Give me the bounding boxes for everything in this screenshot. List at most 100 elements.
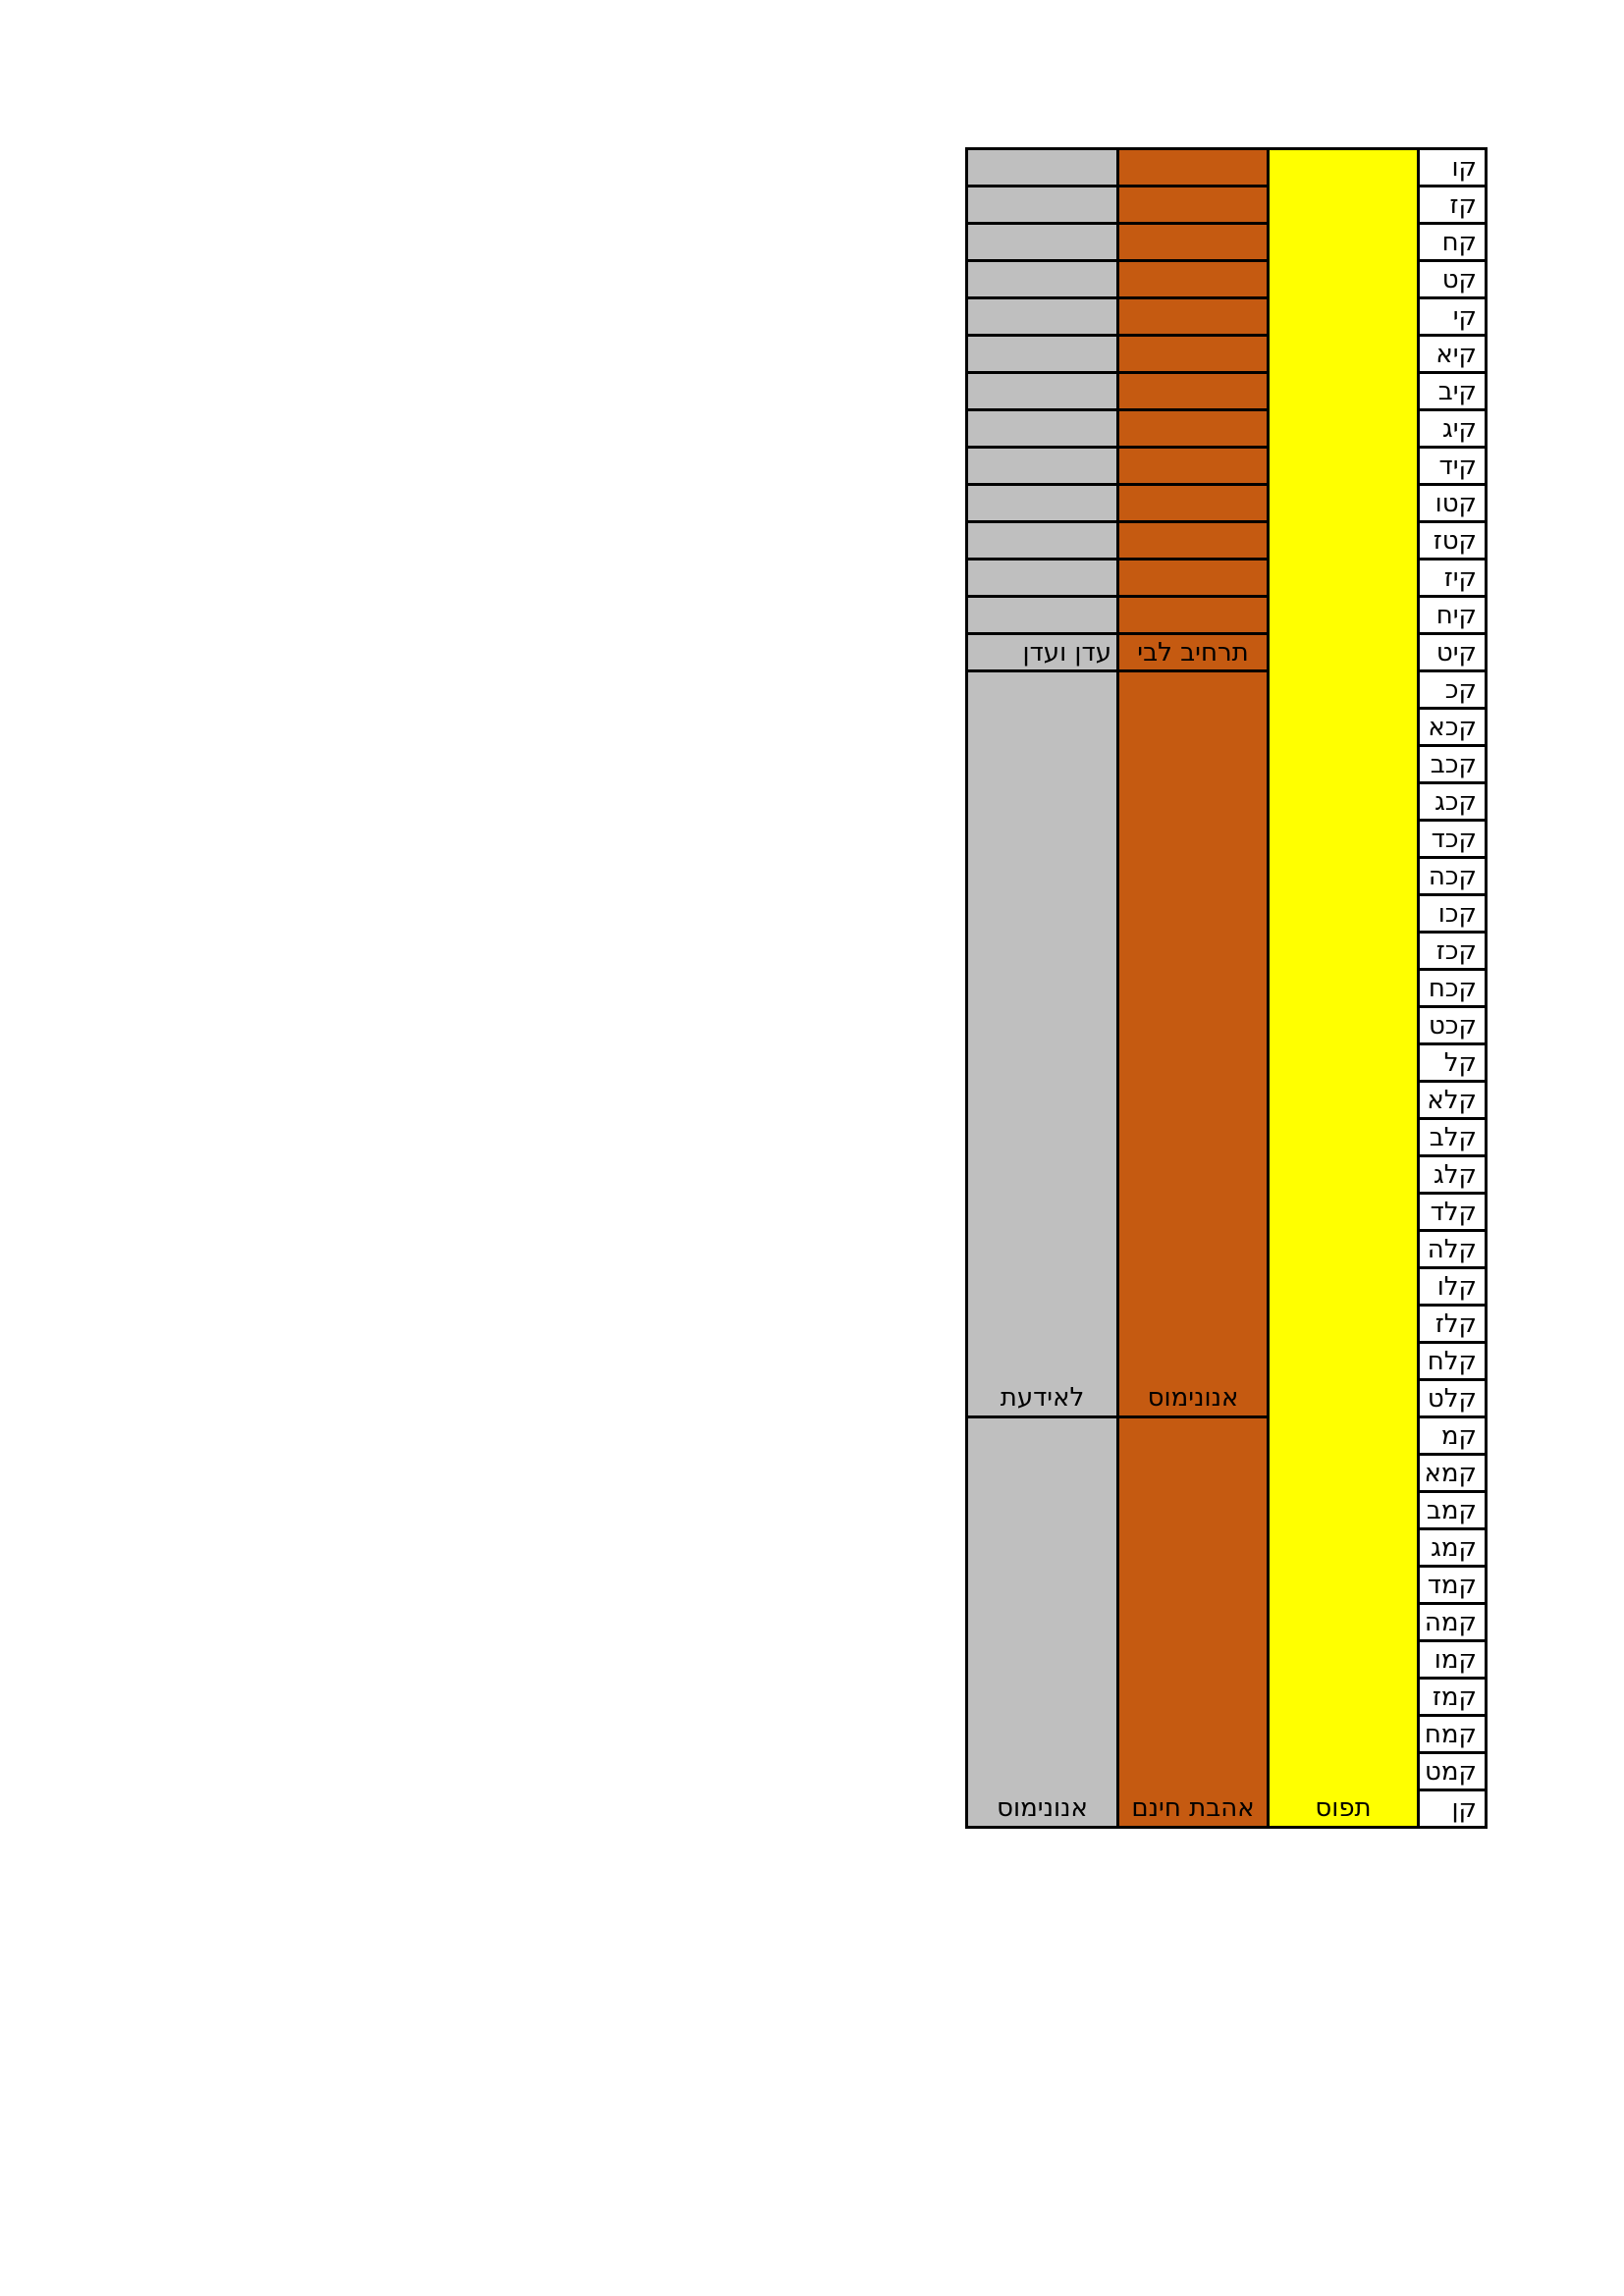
cell-label: קיז [1443, 562, 1477, 593]
orange-name-column-cell[interactable] [1119, 225, 1267, 259]
gray-name-column-cell[interactable] [968, 337, 1116, 371]
psalm-number-cell[interactable]: קלח [1420, 1344, 1485, 1378]
gray-name-column-cell[interactable] [968, 374, 1116, 408]
orange-name-column-cell[interactable] [1119, 449, 1267, 483]
cell-label: קכב [1430, 749, 1477, 779]
cell-label: קכז [1435, 935, 1477, 966]
orange-name-column-cell[interactable] [1119, 337, 1267, 371]
orange-name-column-cell[interactable] [1119, 523, 1267, 558]
gray-name-column-cell[interactable]: אנונימוס [968, 1418, 1116, 1826]
psalm-number-cell[interactable]: קכא [1420, 710, 1485, 744]
psalm-number-cell[interactable]: קי [1420, 299, 1485, 334]
cell-label: קמב [1426, 1495, 1477, 1525]
cell-label: אהבת חינם [1131, 1793, 1255, 1823]
psalm-number-cell[interactable]: קח [1420, 225, 1485, 259]
psalm-number-cell[interactable]: קט [1420, 262, 1485, 296]
orange-name-column-cell[interactable] [1119, 262, 1267, 296]
psalm-number-cell[interactable]: קל [1420, 1045, 1485, 1080]
psalm-number-cell[interactable]: קטז [1420, 523, 1485, 558]
psalm-number-cell[interactable]: קמד [1420, 1568, 1485, 1602]
cell-label: קמט [1425, 1756, 1477, 1787]
psalm-number-cell[interactable]: קלא [1420, 1083, 1485, 1117]
psalm-number-cell[interactable]: קכב [1420, 747, 1485, 781]
cell-label: קלה [1427, 1234, 1477, 1264]
psalm-number-cell[interactable]: קלג [1420, 1157, 1485, 1192]
cell-label: קכו [1437, 898, 1477, 929]
psalm-number-cell[interactable]: קלט [1420, 1381, 1485, 1415]
orange-name-column-cell[interactable] [1119, 598, 1267, 632]
psalm-number-cell[interactable]: קטו [1420, 486, 1485, 520]
psalm-number-cell[interactable]: קיד [1420, 449, 1485, 483]
yellow-status-column-cell[interactable]: תפוס [1270, 150, 1417, 1826]
gray-name-column-cell[interactable] [968, 486, 1116, 520]
cell-label: קמד [1427, 1570, 1477, 1600]
orange-name-column-cell[interactable] [1119, 561, 1267, 595]
psalm-number-cell[interactable]: קמז [1420, 1680, 1485, 1714]
orange-name-column-cell[interactable] [1119, 187, 1267, 222]
gray-name-column-cell[interactable] [968, 225, 1116, 259]
psalm-number-cell[interactable]: קכד [1420, 822, 1485, 856]
psalm-number-cell[interactable]: קמט [1420, 1754, 1485, 1789]
cell-label: קלט [1427, 1383, 1477, 1414]
gray-name-column-cell[interactable]: לאידעת [968, 672, 1116, 1415]
psalm-number-cell[interactable]: קלב [1420, 1120, 1485, 1154]
psalm-number-cell[interactable]: קלו [1420, 1269, 1485, 1304]
psalm-number-cell[interactable]: קלד [1420, 1195, 1485, 1229]
orange-name-column-cell[interactable] [1119, 411, 1267, 446]
orange-name-column-cell[interactable] [1119, 486, 1267, 520]
psalm-number-cell[interactable]: קיא [1420, 337, 1485, 371]
psalm-number-cell[interactable]: קיג [1420, 411, 1485, 446]
cell-label: קו [1451, 152, 1477, 183]
gray-name-column-cell[interactable] [968, 561, 1116, 595]
orange-name-column-cell[interactable] [1119, 374, 1267, 408]
psalm-number-cell[interactable]: קכח [1420, 971, 1485, 1005]
cell-label: קט [1441, 264, 1477, 294]
psalm-number-cell[interactable]: קיח [1420, 598, 1485, 632]
psalm-number-cell[interactable]: קכו [1420, 896, 1485, 931]
psalm-number-cell[interactable]: קלז [1420, 1307, 1485, 1341]
orange-name-column-cell[interactable] [1119, 299, 1267, 334]
psalm-number-cell[interactable]: קכה [1420, 859, 1485, 893]
cell-label: קל [1443, 1047, 1477, 1078]
psalm-number-cell[interactable]: קמ [1420, 1418, 1485, 1453]
psalm-number-cell[interactable]: קמג [1420, 1530, 1485, 1565]
psalm-number-cell[interactable]: קכז [1420, 934, 1485, 968]
psalm-number-cell[interactable]: קמח [1420, 1717, 1485, 1751]
gray-name-column-cell[interactable] [968, 523, 1116, 558]
orange-name-column-cell[interactable] [1119, 150, 1267, 185]
orange-name-column-cell[interactable]: אנונימוס [1119, 672, 1267, 1415]
psalm-number-cell[interactable]: קמא [1420, 1456, 1485, 1490]
cell-label: קמז [1432, 1682, 1477, 1712]
psalm-number-cell[interactable]: קו [1420, 150, 1485, 185]
gray-name-column-cell[interactable] [968, 299, 1116, 334]
orange-name-column-cell[interactable]: תרחיב לבי [1119, 635, 1267, 669]
cell-label: קמח [1424, 1719, 1477, 1749]
psalm-number-cell[interactable]: קכט [1420, 1008, 1485, 1042]
psalm-number-cell[interactable]: קמה [1420, 1605, 1485, 1639]
cell-label: קן [1451, 1793, 1477, 1824]
gray-name-column-cell[interactable]: עדן ועדן [968, 635, 1116, 669]
psalm-number-cell[interactable]: קיז [1420, 561, 1485, 595]
psalm-number-cell[interactable]: קז [1420, 187, 1485, 222]
psalm-number-cell[interactable]: קיב [1420, 374, 1485, 408]
gray-name-column-cell[interactable] [968, 150, 1116, 185]
gray-name-column-cell[interactable] [968, 449, 1116, 483]
psalm-number-cell[interactable]: קיט [1420, 635, 1485, 669]
cell-label: קלח [1427, 1346, 1477, 1376]
cell-label: קכה [1428, 861, 1477, 891]
gray-name-column-cell[interactable] [968, 411, 1116, 446]
psalm-number-cell[interactable]: קן [1420, 1791, 1485, 1826]
psalm-number-cell[interactable]: קמב [1420, 1493, 1485, 1527]
cell-label: אנונימוס [1147, 1383, 1239, 1413]
psalm-number-cell[interactable]: קלה [1420, 1232, 1485, 1266]
cell-label: קי [1452, 301, 1477, 332]
psalm-number-cell[interactable]: קמו [1420, 1642, 1485, 1677]
cell-label: קלג [1434, 1159, 1477, 1190]
gray-name-column-cell[interactable] [968, 187, 1116, 222]
orange-name-column-cell[interactable]: אהבת חינם [1119, 1418, 1267, 1826]
gray-name-column-cell[interactable] [968, 598, 1116, 632]
psalm-number-cell[interactable]: קכג [1420, 784, 1485, 819]
gray-name-column-cell[interactable] [968, 262, 1116, 296]
psalm-number-cell[interactable]: קכ [1420, 672, 1485, 707]
cell-label: קלד [1430, 1197, 1477, 1227]
